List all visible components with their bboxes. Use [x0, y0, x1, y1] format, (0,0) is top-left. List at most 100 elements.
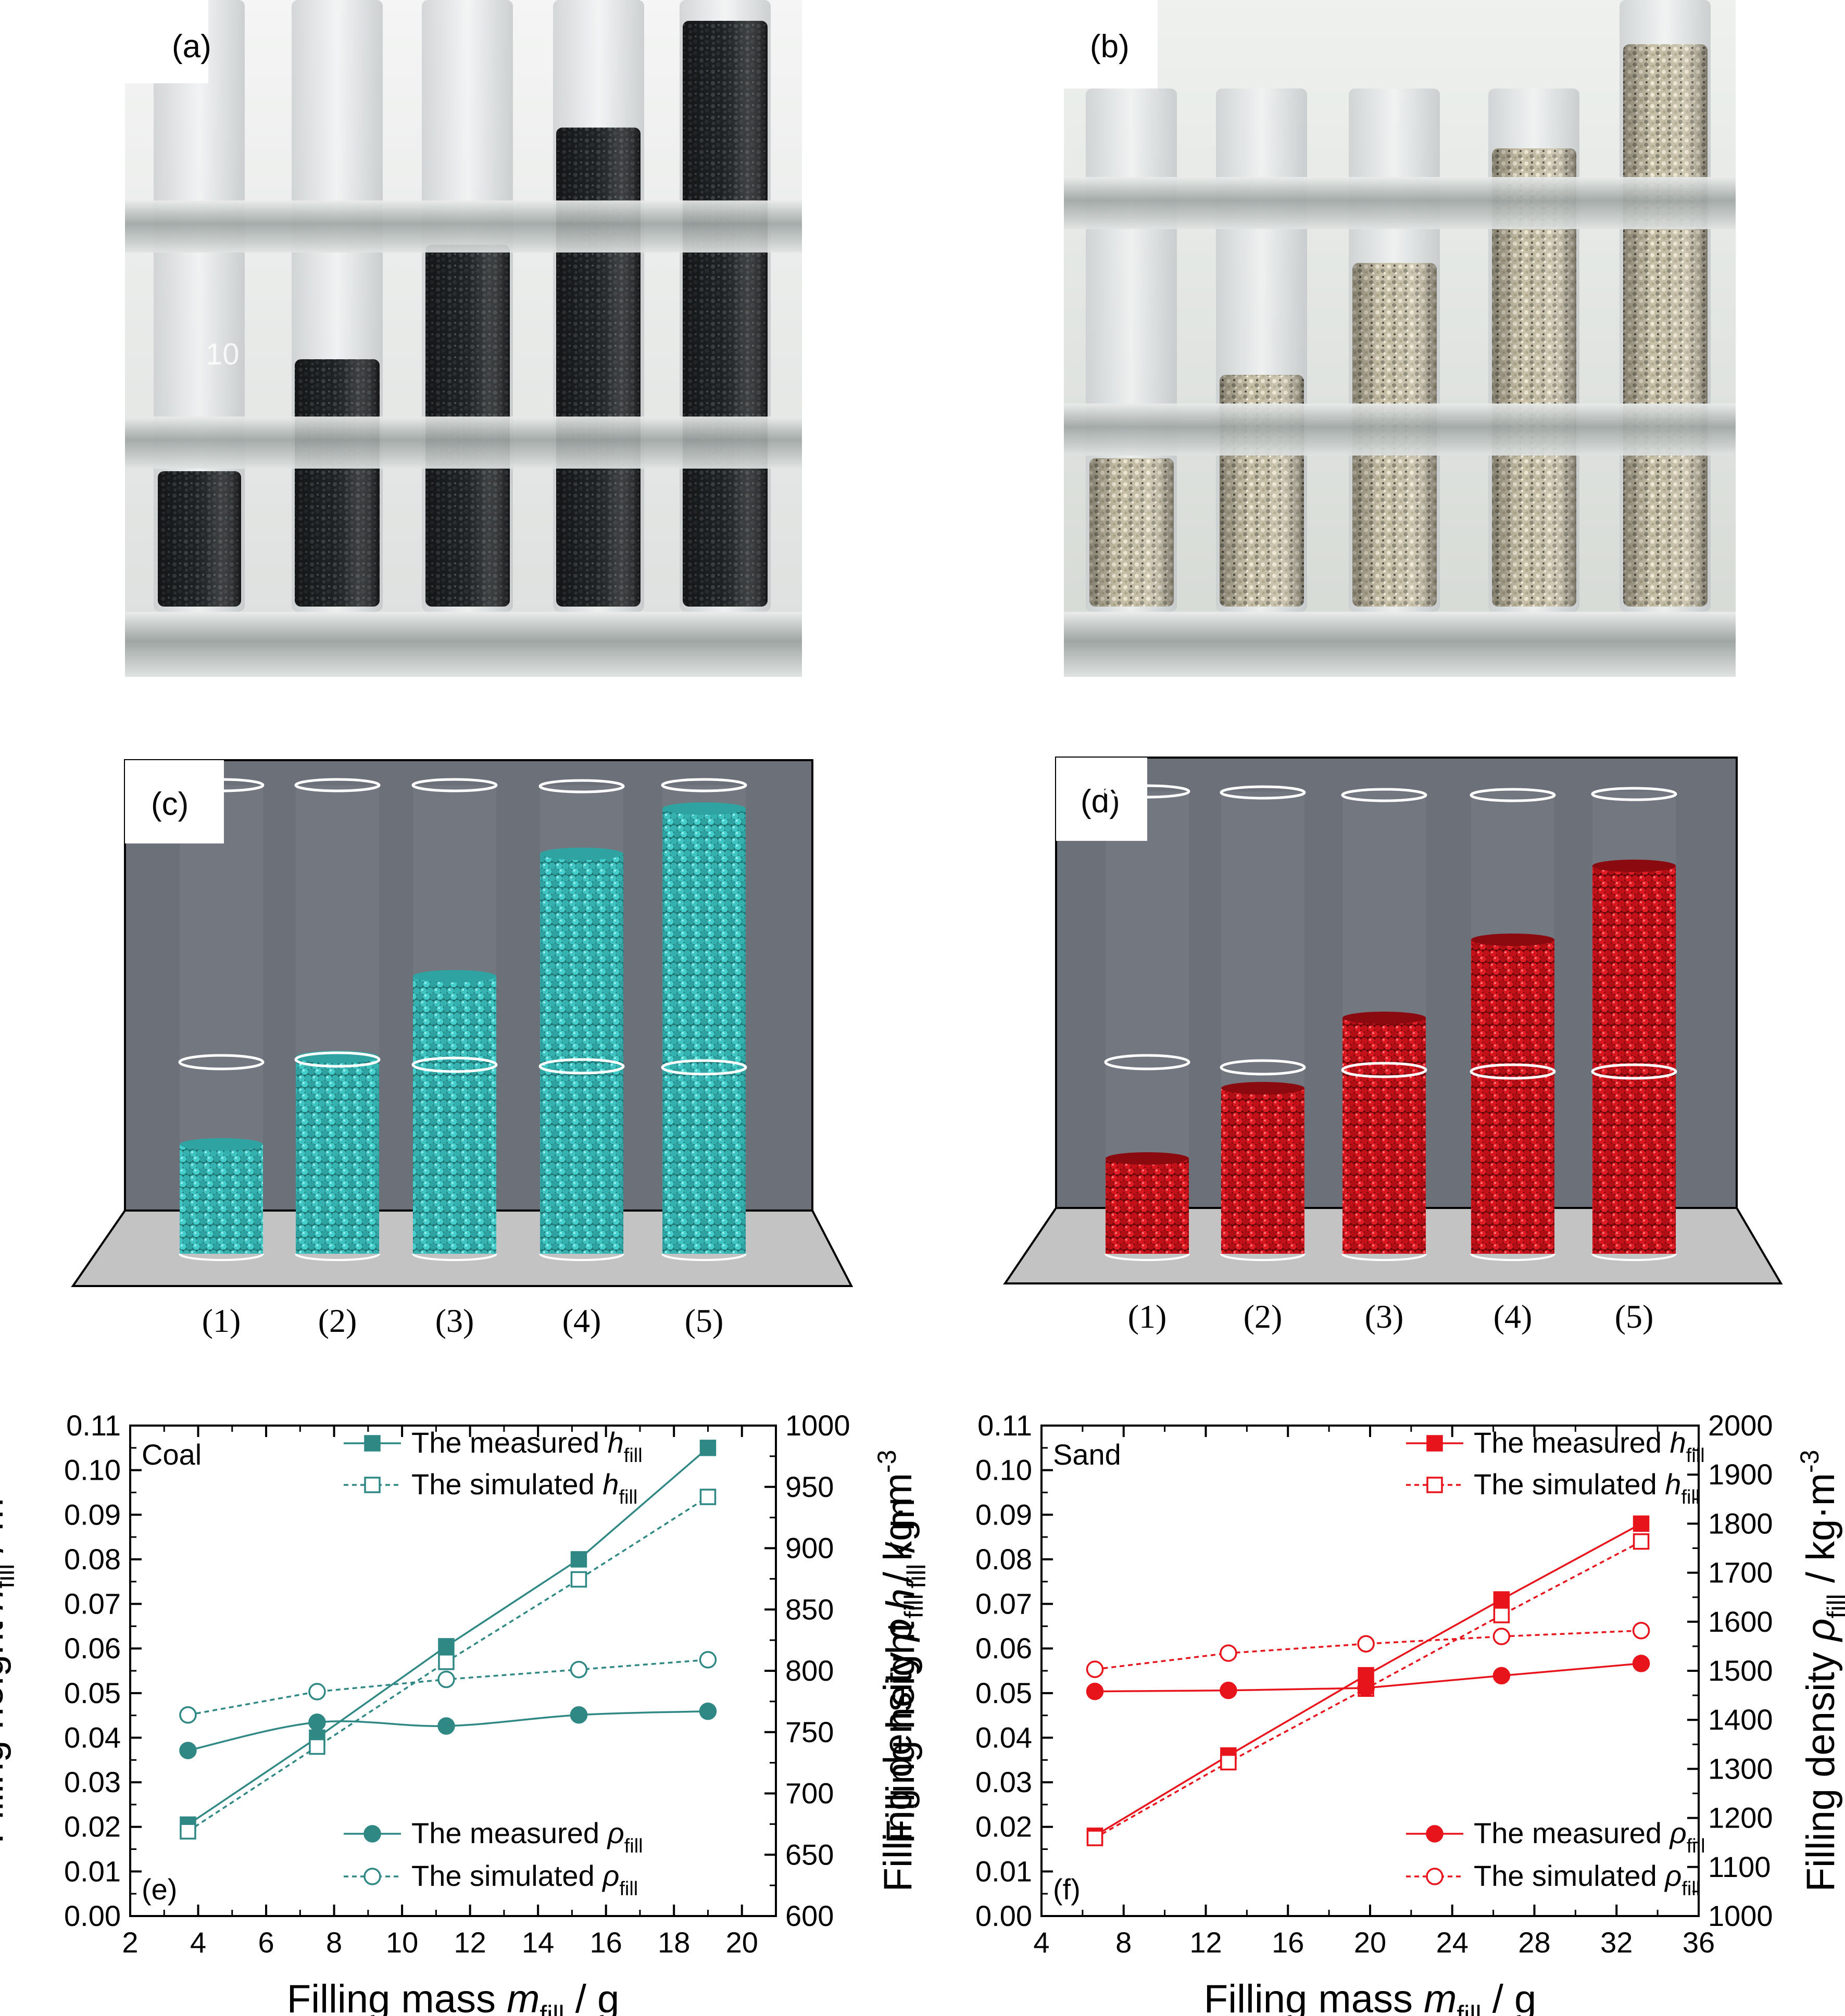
series-point-square — [438, 1638, 455, 1655]
sim-tube-ring-low — [1470, 1063, 1556, 1080]
y-left-tick-label: 0.11 — [66, 1409, 121, 1442]
x-tick-label: 14 — [522, 1926, 554, 1959]
photo-sand-tubes: (b) — [1064, 0, 1736, 677]
y-right-tick-label: 1400 — [1708, 1703, 1773, 1736]
sim-tube-ring — [1591, 787, 1677, 801]
y-right-tick-label: 1000 — [1708, 1899, 1773, 1932]
series-point-circle — [308, 1683, 326, 1700]
sim-column-base-ring — [1105, 1253, 1190, 1261]
sim-tube-ring-low — [178, 1054, 265, 1070]
sim-column-top — [1342, 1012, 1426, 1024]
series-point-square — [1633, 1533, 1650, 1550]
sim-column-base-ring — [1470, 1253, 1555, 1261]
x-tick-label: 12 — [454, 1926, 486, 1959]
y-right-tick-label: 800 — [785, 1654, 834, 1687]
y-left-tick-label: 0.01 — [975, 1855, 1032, 1887]
series-point-square — [570, 1571, 587, 1588]
y-left-tick-label: 0.11 — [977, 1409, 1032, 1442]
sim-tube-ring-low — [1104, 1054, 1190, 1070]
y-right-tick-label: 1500 — [1708, 1654, 1773, 1687]
panel-label-d: (d) — [1081, 784, 1120, 820]
legend-marker-circle — [363, 1868, 381, 1885]
panel-label-b: (b) — [1090, 29, 1129, 65]
series-point-circle — [1492, 1667, 1511, 1685]
sim-tube-ring — [411, 778, 498, 792]
x-tick-label: 24 — [1436, 1926, 1469, 1959]
sim-column-number: (4) — [562, 1302, 601, 1339]
label-box-b — [1064, 0, 1158, 89]
sim-particle-column — [1592, 866, 1676, 1254]
sim-column-number: (5) — [1615, 1298, 1654, 1335]
sim-particle-column — [540, 854, 623, 1254]
y-right-tick-label: 1800 — [1708, 1507, 1773, 1540]
sim-tube-ring-low — [661, 1059, 747, 1076]
x-tick-label: 20 — [1354, 1926, 1386, 1959]
y-left-tick-label: 0.04 — [975, 1721, 1032, 1754]
sim-tube-ring-low — [1341, 1062, 1427, 1078]
series-point-square — [438, 1654, 455, 1670]
y-left-axis-title: Filling height hfill / m — [0, 1498, 20, 1844]
series-point-square — [1633, 1515, 1650, 1532]
y-left-tick-label: 0.03 — [64, 1766, 121, 1798]
y-right-tick-label: 1600 — [1708, 1605, 1773, 1638]
legend-label: The measured ρfill — [1474, 1817, 1705, 1857]
panel-label: (f) — [1053, 1873, 1081, 1906]
sim-column-top — [1106, 1152, 1189, 1165]
sim-tube-ring — [294, 778, 381, 792]
y-left-tick-label: 0.09 — [64, 1498, 121, 1531]
sim-tube-ring — [661, 778, 747, 792]
sim-column-base-ring — [661, 1253, 747, 1261]
sim-column-number: (3) — [1365, 1298, 1404, 1335]
series-point-square — [699, 1489, 717, 1505]
series-point-square — [699, 1440, 717, 1456]
legend-label: The simulated hfill — [411, 1468, 637, 1508]
y-right-tick-label: 850 — [785, 1593, 834, 1626]
y-right-axis-title: Filling density ρfill / kg·m-3 — [872, 1450, 928, 1892]
sim-column-number: (3) — [435, 1302, 474, 1339]
y-left-tick-label: 0.02 — [975, 1810, 1032, 1843]
x-tick-label: 20 — [726, 1926, 758, 1959]
sand-rack — [1064, 177, 1736, 677]
sim-column-base-ring — [1341, 1253, 1427, 1261]
sim-column-number: (4) — [1493, 1298, 1533, 1335]
photo-coal-tubes: (a) 10 — [125, 0, 802, 677]
y-right-tick-label: 750 — [785, 1716, 834, 1748]
y-right-tick-label: 1200 — [1708, 1801, 1773, 1834]
series-point-circle — [1357, 1635, 1375, 1653]
series-point-circle — [570, 1706, 588, 1724]
series-point-circle — [179, 1706, 197, 1724]
y-right-tick-label: 1300 — [1708, 1752, 1773, 1785]
x-tick-label: 16 — [590, 1926, 622, 1959]
x-tick-label: 12 — [1189, 1926, 1222, 1959]
y-left-tick-label: 0.10 — [64, 1454, 121, 1486]
sim-particle-column — [1221, 1088, 1304, 1254]
sim-tube-ring — [1104, 784, 1190, 799]
y-left-tick-label: 0.03 — [975, 1766, 1032, 1798]
sim-particle-column — [180, 1144, 263, 1254]
sim-tube-ring — [538, 779, 625, 793]
series-point-circle — [308, 1713, 326, 1731]
y-right-tick-label: 2000 — [1708, 1409, 1773, 1442]
y-right-tick-label: 1900 — [1708, 1458, 1773, 1491]
sim-tube-ring-low — [411, 1056, 498, 1073]
series-point-circle — [1086, 1682, 1104, 1700]
y-right-tick-label: 600 — [785, 1899, 834, 1932]
legend-marker-square — [1426, 1435, 1443, 1452]
legend-marker-square — [364, 1477, 381, 1493]
sim-tube-ring — [1341, 788, 1427, 802]
sim-particle-column — [1342, 1018, 1426, 1254]
series-point-circle — [179, 1742, 197, 1759]
sim-tube-ring — [1470, 788, 1556, 802]
chart-sand: 4 8 12 16 20 24 28 32 36 0.00 0.01 0.02 0.03 0.04 0.05… — [878, 1409, 1845, 2016]
label-box-c — [125, 760, 224, 843]
x-tick-label: 4 — [1033, 1926, 1049, 1959]
sim-column-top — [1471, 934, 1554, 946]
series-point-circle — [437, 1670, 455, 1689]
sim-column-number: (2) — [318, 1302, 357, 1339]
x-tick-label: 4 — [190, 1926, 206, 1959]
y-left-tick-label: 0.09 — [975, 1498, 1032, 1531]
legend-marker-circle — [1426, 1825, 1444, 1843]
series-point-circle — [1632, 1655, 1650, 1672]
material-label: Sand — [1053, 1438, 1121, 1471]
series-point-circle — [1357, 1679, 1375, 1697]
